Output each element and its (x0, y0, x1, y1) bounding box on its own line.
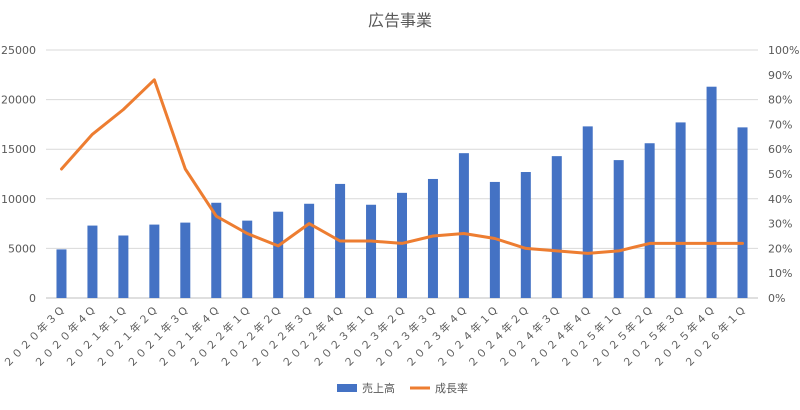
right-tick-label: 100% (768, 44, 799, 57)
bar (242, 220, 253, 298)
line-point (370, 240, 372, 242)
bar (551, 156, 562, 298)
bar (149, 224, 160, 298)
left-tick-label: 25000 (1, 44, 36, 57)
right-tick-label: 20% (768, 242, 792, 255)
bar (366, 204, 377, 298)
bar-series-sales (56, 86, 748, 298)
right-tick-label: 0% (768, 292, 785, 305)
line-point (556, 250, 558, 252)
line-point (587, 252, 589, 254)
line-point (401, 242, 403, 244)
line-point (494, 237, 496, 239)
bar (273, 211, 284, 298)
left-tick-label: 0 (29, 292, 36, 305)
right-tick-label: 50% (768, 168, 792, 181)
bar (582, 126, 593, 298)
bar (180, 222, 191, 298)
legend-label-sales: 売上高 (362, 381, 395, 395)
bar (613, 160, 624, 298)
left-tick-label: 5000 (8, 242, 36, 255)
x-axis: ２０２０年３Q２０２０年４Q２０２１年１Q２０２１年２Q２０２１年３Q２０２１年… (1, 303, 749, 370)
line-point (525, 247, 527, 249)
right-tick-label: 70% (768, 118, 792, 131)
right-tick-label: 60% (768, 143, 792, 156)
bar (706, 86, 717, 298)
right-axis: 0% 10% 20% 30% 40% 50% 60% 70% 80% 90% 100% (768, 44, 799, 305)
left-tick-label: 20000 (1, 94, 36, 107)
line-point (308, 223, 310, 225)
left-tick-label: 15000 (1, 143, 36, 156)
right-tick-label: 90% (768, 69, 792, 82)
bar (675, 122, 686, 298)
bar (87, 225, 98, 298)
right-tick-label: 80% (768, 94, 792, 107)
line-point (649, 242, 651, 244)
line-point (60, 168, 62, 170)
bar (304, 203, 315, 298)
line-point (618, 250, 620, 252)
bar (118, 235, 129, 298)
line-series-growth (60, 78, 744, 255)
bar (56, 249, 67, 298)
line-point (463, 233, 465, 235)
legend: 売上高 成長率 (337, 381, 468, 395)
right-tick-label: 40% (768, 193, 792, 206)
line-point (215, 215, 217, 217)
bar (520, 172, 531, 298)
line-point (91, 133, 93, 135)
line-point (711, 242, 713, 244)
bar (737, 127, 748, 298)
right-tick-label: 30% (768, 218, 792, 231)
bar (427, 178, 438, 298)
left-tick-label: 10000 (1, 193, 36, 206)
right-tick-label: 10% (768, 267, 792, 280)
line-point (432, 235, 434, 237)
line-point (339, 240, 341, 242)
bar (211, 202, 222, 298)
bar (644, 143, 655, 298)
line-point (246, 233, 248, 235)
line-point (153, 79, 155, 81)
left-axis: 0 5000 10000 15000 20000 25000 (1, 44, 36, 305)
line-point (277, 245, 279, 247)
legend-label-growth: 成長率 (435, 381, 468, 395)
chart-title: 広告事業 (368, 11, 432, 30)
line-point (680, 242, 682, 244)
line-point (122, 109, 124, 111)
bar (458, 153, 469, 298)
legend-marker-sales (337, 384, 357, 392)
line-point (742, 242, 744, 244)
line-point (184, 168, 186, 170)
bar (397, 192, 407, 298)
